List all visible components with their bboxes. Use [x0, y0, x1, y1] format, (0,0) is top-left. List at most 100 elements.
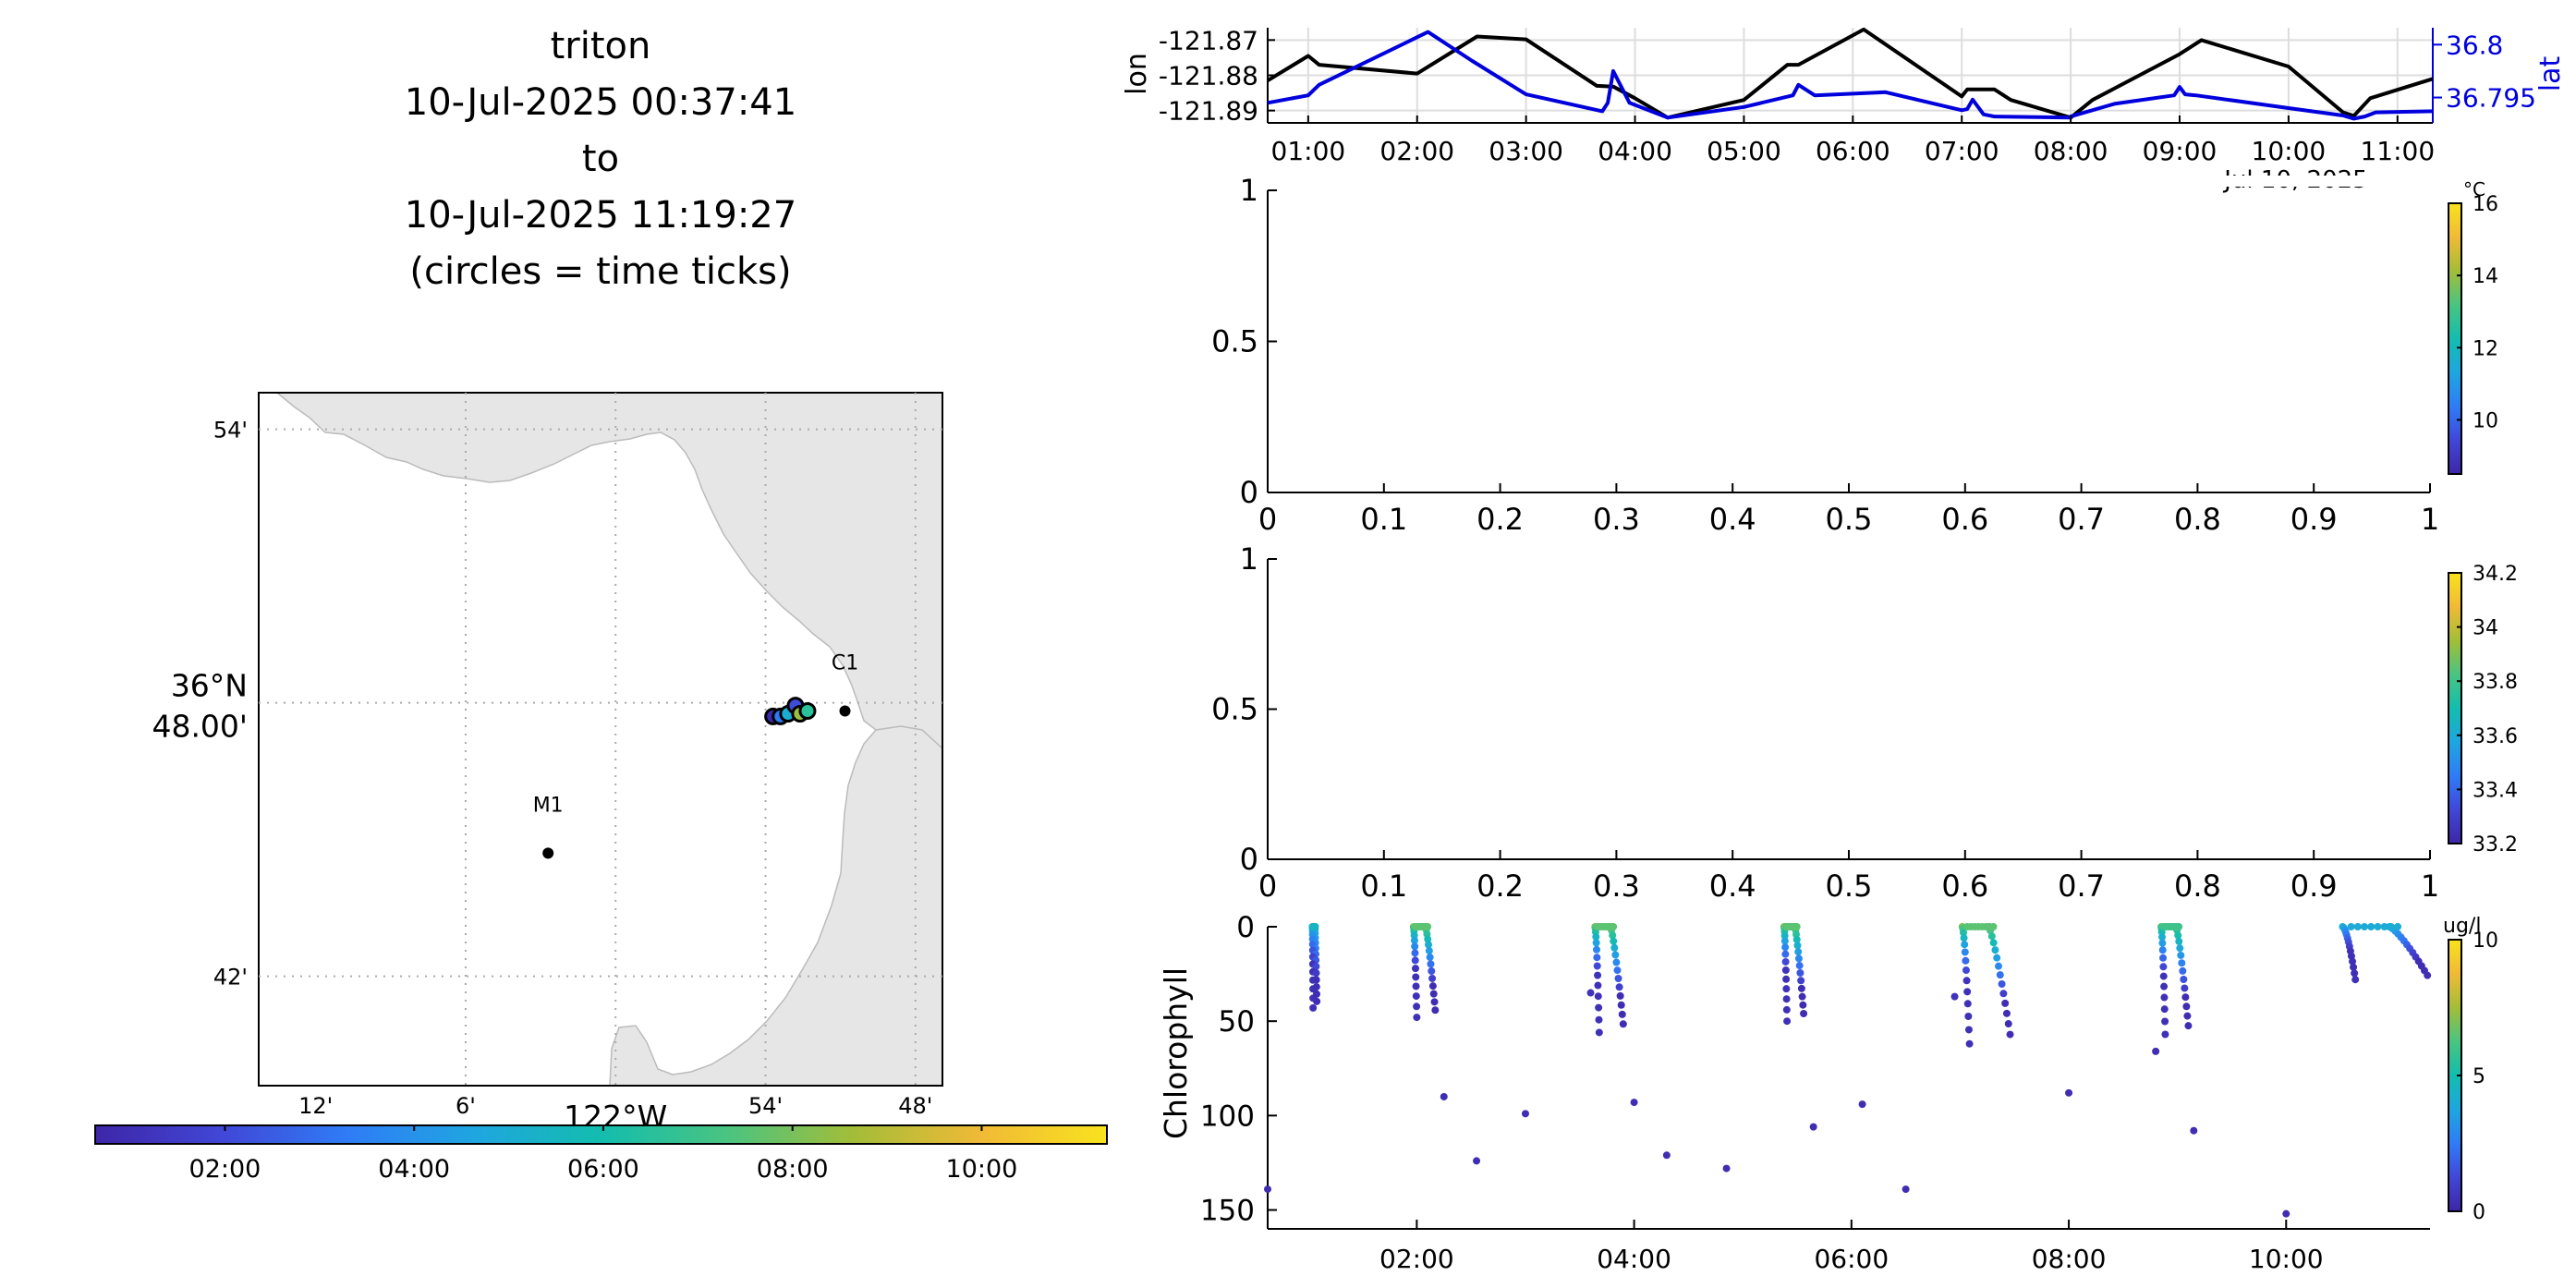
chl-point: [1792, 923, 1801, 930]
chl-point: [2177, 951, 2185, 959]
chl-point: [1962, 956, 1970, 965]
chl-point: [1782, 1005, 1791, 1014]
chl-point: [1996, 971, 2004, 979]
chl-point: [2180, 976, 2188, 984]
chl-point: [1781, 950, 1790, 958]
temp-panel-x-tick-label: 0.6: [1941, 502, 1988, 537]
chl-point: [1412, 982, 1420, 990]
time-colorbar-label: 10:00: [946, 1155, 1018, 1184]
chl-point: [1800, 1010, 1808, 1018]
chl-point: [2160, 1005, 2169, 1014]
sal-panel-colorbar-label: 33.2: [2473, 833, 2518, 857]
chl-point: [2183, 1012, 2192, 1020]
lonlat-x-tick-label: 10:00: [2252, 136, 2327, 166]
map-lat-tick: 36°N: [171, 668, 248, 704]
chl-point: [2350, 963, 2358, 971]
chl-point: [2176, 944, 2184, 953]
chl-point: [2160, 982, 2169, 990]
lonlat-x-tick-label: 07:00: [1925, 136, 1999, 166]
chl-point: [1989, 923, 1998, 930]
chl-point: [1592, 939, 1600, 947]
chl-point: [1781, 943, 1790, 952]
sal-panel-x-tick-label: 0.1: [1360, 869, 1407, 904]
chl-point: [1962, 977, 1971, 985]
chl-point: [1593, 945, 1601, 954]
chl-point: [1615, 983, 1623, 991]
chl-point: [1617, 1001, 1625, 1009]
temp-panel-colorbar-label: 10: [2473, 409, 2498, 432]
chl-point: [1412, 973, 1420, 981]
temp-panel-colorbar-label: 12: [2473, 337, 2498, 360]
temp-panel-x-tick-label: 0: [1258, 502, 1277, 537]
sal-panel-y-tick-label: 0: [1240, 842, 1258, 877]
chl-point: [1794, 954, 1803, 963]
chl-point: [2152, 1047, 2160, 1055]
sal-panel-x-tick-label: 0.5: [1826, 869, 1873, 904]
chl-point: [2282, 1209, 2290, 1218]
chl-point: [1614, 975, 1622, 983]
chlorophyll-panel: 02:00 04:00 06:00 08:00 10:00050100150Chloro…: [1158, 911, 2498, 1274]
chl-point: [1722, 1164, 1731, 1173]
chl-point: [2006, 1030, 2014, 1039]
chl-point: [1413, 1014, 1421, 1022]
lonlat-x-tick-label: 02:00: [1379, 136, 1454, 166]
chl-points: [1264, 923, 2432, 1218]
chl-point: [2175, 923, 2183, 930]
chl-point: [1858, 1100, 1866, 1109]
chl-point: [2190, 1126, 2198, 1135]
title-end: 10-Jul-2025 11:19:27: [404, 194, 797, 237]
lonlat-x-tick-label: 09:00: [2143, 136, 2218, 166]
chl-point: [1950, 992, 1959, 1001]
chl-point: [1797, 977, 1805, 985]
chl-point: [1794, 948, 1803, 956]
chl-point: [1989, 939, 1998, 947]
chl-y-tick-label: 0: [1236, 911, 1255, 944]
chl-point: [2367, 923, 2376, 930]
chl-point: [1792, 935, 1801, 943]
lonlat-panel: 01:00 02:00 03:00 04:00 05:00 06:00 07:00 08:00…: [1121, 25, 2567, 194]
lonlat-x-tick-label: 04:00: [1598, 136, 1672, 166]
temp-panel-x-tick-label: 0.4: [1709, 502, 1756, 537]
chl-point: [2174, 931, 2182, 940]
chl-point: [1611, 951, 1620, 959]
temp-panel-x-tick-label: 0.2: [1476, 502, 1524, 537]
chl-point: [1411, 942, 1419, 951]
chl-point: [1618, 1010, 1626, 1018]
chl-point: [2158, 946, 2167, 954]
chl-point: [1964, 1026, 1973, 1034]
chl-point: [1428, 974, 1437, 982]
chl-point: [2160, 993, 2169, 1002]
time-colorbar-label: 02:00: [189, 1155, 261, 1184]
chl-point: [1999, 990, 2008, 998]
time-colorbar-label: 06:00: [567, 1155, 639, 1184]
sal-panel-x-tick-label: 0.3: [1593, 869, 1640, 904]
chl-point: [1619, 1020, 1627, 1028]
chl-point: [1965, 1039, 1974, 1048]
panel-mask: [2199, 176, 2439, 187]
chl-point: [1613, 966, 1622, 975]
lonlat-x-tick-label: 08:00: [2034, 136, 2108, 166]
chl-x-tick-label: 04:00: [1597, 1244, 1671, 1274]
lonlat-y-tick-label: -121.88: [1159, 61, 1258, 91]
chl-point: [1781, 966, 1790, 974]
map-lon-tick: 6': [456, 1093, 476, 1119]
station-marker: [542, 847, 554, 859]
chl-point: [2001, 999, 2010, 1007]
chl-point: [1309, 1003, 1318, 1012]
lonlat-x-tick-label: 01:00: [1271, 136, 1346, 166]
chl-point: [1961, 941, 1969, 949]
chl-point: [2353, 923, 2362, 930]
sal-panel-x-tick-label: 0.4: [1709, 869, 1756, 904]
sal-panel-colorbar-label: 34: [2473, 617, 2498, 640]
temp-panel-y-tick-label: 0.5: [1211, 324, 1258, 359]
chl-point: [2361, 923, 2369, 930]
chl-point: [1473, 1157, 1481, 1165]
lonlat-x-tick-label: 03:00: [1488, 136, 1563, 166]
chl-point: [1796, 969, 1804, 978]
chl-point: [1962, 966, 1970, 975]
chl-point: [1430, 998, 1439, 1006]
chl-colorbar-unit: ug/l: [2443, 915, 2481, 938]
chl-point: [2159, 954, 2168, 962]
chl-point: [1594, 992, 1602, 1001]
chl-point: [1427, 960, 1435, 968]
